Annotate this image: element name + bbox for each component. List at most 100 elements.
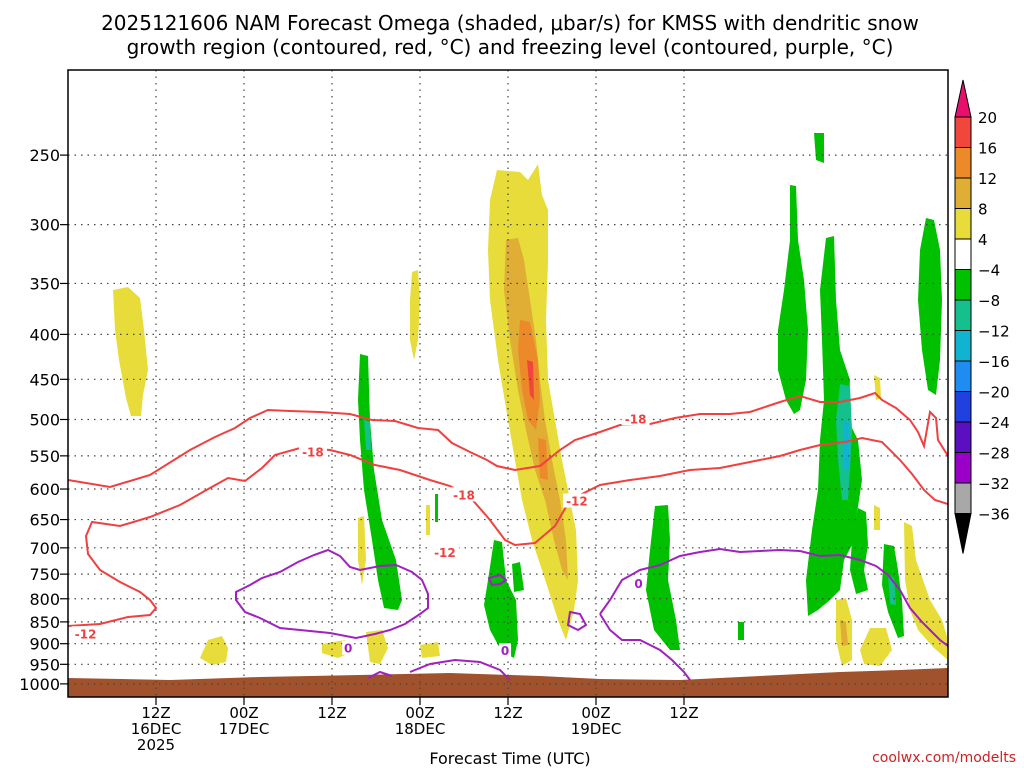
dgz-contour-minus18 [68,391,948,489]
omega-area-negative [435,494,438,522]
chart-title-line1: 2025121606 NAM Forecast Omega (shaded, μ… [101,11,919,35]
y-tick-label: 950 [29,655,60,674]
omega-area-positive [200,636,228,665]
x-tick-label: 00Z [229,704,258,722]
colorbar-bottom-arrow [954,513,972,554]
omega-shading-layer [113,133,948,666]
colorbar-bin [954,208,972,240]
omega-area-negative [358,354,402,610]
freezing-contour [409,658,511,681]
x-tick-label: 2025 [137,736,175,754]
y-axis: 250 300 350 400 450 500 550 600 650 700 750 800 850 9… [19,146,68,694]
colorbar-label: −28 [978,445,1010,463]
y-tick-label: 400 [29,325,60,344]
x-tick-label: 18DEC [395,720,446,738]
colorbar-bin [954,299,972,331]
freezing-contour [487,573,508,587]
omega-area-positive [840,620,848,646]
contour-labels: -18 -18 -18 -12 -12 -12 0 0 0 [71,411,650,658]
freezing-contour [599,547,948,647]
omega-area-positive [113,287,148,416]
contour-label: -18 [302,445,324,459]
y-tick-label: 800 [29,590,60,609]
x-tick-label: 17DEC [219,720,270,738]
colorbar-bin [954,147,972,179]
omega-area-negative [738,622,744,640]
x-tick-label: 12Z [493,704,522,722]
credit-text: coolwx.com/modelts [872,750,1016,766]
y-tick-label: 1000 [19,675,60,694]
colorbar-bin [954,391,972,423]
omega-area-negative [806,236,862,616]
omega-area-negative [843,420,849,470]
dgz-contours [68,391,948,627]
omega-area-positive [410,270,420,360]
chart-title-line2: growth region (contoured, red, °C) and f… [127,35,894,59]
omega-area-negative [850,508,868,594]
colorbar-bin [954,330,972,362]
omega-area-positive [420,642,440,658]
omega-area-positive [426,505,430,535]
contour-label: 0 [634,577,642,591]
omega-area-positive [904,522,948,660]
contour-label-bg [298,444,327,459]
x-tick-label: 00Z [405,704,434,722]
x-tick-label: 19DEC [571,720,622,738]
colorbar-label: −20 [978,384,1010,402]
colorbar-label: 12 [978,170,997,188]
y-tick-label: 350 [29,274,60,293]
contour-label: 0 [344,642,352,656]
colorbar-bin [954,116,972,148]
y-tick-label: 700 [29,539,60,558]
colorbar-label: −12 [978,323,1010,341]
colorbar-top-arrow [954,79,972,118]
freezing-contour [367,670,393,679]
colorbar-label: −36 [978,506,1010,524]
dgz-contour-minus12 [68,436,948,627]
contour-label-bg [430,545,459,560]
omega-area-positive [366,630,388,664]
colorbar-bin [954,360,972,392]
colorbar-bin [954,482,972,514]
omega-area-positive [860,628,892,666]
colorbar-bin [954,421,972,453]
contour-label: -18 [453,488,475,502]
colorbar-bin [954,238,972,270]
omega-area-positive [527,360,534,400]
colorbar-bin [954,269,972,301]
contour-label-bg [621,411,650,426]
y-tick-label: 850 [29,613,60,632]
colorbar-bin [954,177,972,209]
x-axis-label: Forecast Time (UTC) [429,749,590,768]
contour-label: -18 [625,412,647,426]
colorbar-label: −8 [978,292,1000,310]
omega-area-negative [364,420,371,450]
y-tick-label: 900 [29,635,60,654]
contour-label-bg [562,493,591,508]
colorbar-label: −4 [978,262,1000,280]
freezing-contour [235,548,429,640]
freezing-contour [566,610,588,632]
colorbar-label: 20 [978,109,997,127]
y-tick-label: 250 [29,146,60,165]
colorbar-label: −16 [978,353,1010,371]
contour-label-bg [342,640,355,655]
y-tick-label: 500 [29,410,60,429]
omega-area-negative [814,133,824,163]
x-tick-label: 00Z [581,704,610,722]
colorbar-label: −24 [978,414,1010,432]
omega-area-positive [358,516,366,585]
colorbar-label: −32 [978,475,1010,493]
colorbar: 20 16 12 8 4 −4 −8 −12 −16 −20 −24 −28 −32 −36 [954,79,1010,554]
y-tick-label: 300 [29,216,60,235]
contour-label-bg [499,643,512,658]
contour-label: -12 [566,495,588,509]
omega-area-positive [874,505,880,530]
x-tick-label: 16DEC [131,720,182,738]
omega-area-negative [484,540,518,658]
contour-label: -12 [75,627,97,641]
y-tick-label: 450 [29,370,60,389]
contour-label: -12 [434,546,456,560]
colorbar-bin [954,452,972,484]
